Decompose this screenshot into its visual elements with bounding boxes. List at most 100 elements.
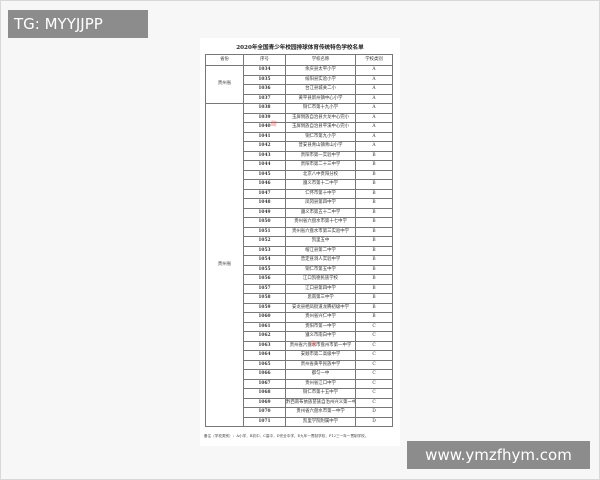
seq-cell: 1062	[243, 331, 286, 342]
seq-cell: 1055	[243, 264, 286, 275]
header-category: 学校类别	[355, 54, 393, 66]
footnote: 备注（学校类别）：A小学，B初中，C高中，D完全中学，E九年一贯制学校，F12三…	[204, 434, 369, 438]
category-cell: D	[355, 407, 393, 418]
category-cell: B	[355, 226, 393, 237]
category-cell: A	[355, 141, 393, 152]
seq-cell: 1037	[243, 93, 286, 104]
seq-cell: 1059	[243, 302, 286, 313]
seq-cell: 1035	[243, 74, 286, 85]
category-cell: B	[355, 293, 393, 304]
category-cell: C	[355, 350, 393, 361]
seq-cell: 1049	[243, 207, 286, 218]
name-cell: 黔西南布依族苗族自治州兴义第一中学	[285, 397, 356, 408]
name-cell: 贵阳市第二十三中学	[285, 160, 356, 171]
seq-cell: 1036	[243, 84, 286, 95]
seq-cell: 1041	[243, 131, 286, 142]
seq-cell: 1052	[243, 236, 286, 247]
name-cell: 凤冈县第四中学	[285, 198, 356, 209]
table-row: 1066 都匀一中 C	[206, 369, 393, 380]
name-cell: 遵义市第十二中学	[285, 179, 356, 190]
name-cell: 贵阳市第一中学	[285, 321, 356, 332]
category-cell: A	[355, 131, 393, 142]
seq-cell: 1057	[243, 283, 286, 294]
seq-cell: 1038	[243, 103, 286, 114]
category-cell: C	[355, 397, 393, 408]
name-cell: 贵州省六盘水市第一中学	[285, 407, 356, 418]
name-cell: 安顺市第二高级中学	[285, 350, 356, 361]
seq-cell: 1063	[243, 340, 286, 351]
seq-cell: 1043	[243, 150, 286, 161]
category-cell: C	[355, 359, 393, 370]
school-table: 省份 序号 学校名称 学校类别 贵州省 1034 余庆县太平小学 A 1035 绥阳县实验…	[205, 54, 393, 427]
category-cell: C	[355, 388, 393, 399]
seq-cell: 1034	[243, 65, 286, 76]
seq-cell: 1064	[243, 350, 286, 361]
category-cell: C	[355, 321, 393, 332]
name-cell: 贵州省六盘水市第十七中学	[285, 217, 356, 228]
name-cell: 余庆县太平小学	[285, 65, 356, 76]
name-cell: 玉屏侗族自治县平溪中心完小	[285, 122, 356, 133]
name-cell: 遵义市第五十二中学	[285, 207, 356, 218]
seq-cell: 1053	[243, 245, 286, 256]
overlay-site: www.ymzfhym.com	[407, 441, 590, 469]
category-cell: B	[355, 188, 393, 199]
name-cell: 铜仁市第九小学	[285, 131, 356, 142]
category-cell: A	[355, 103, 393, 114]
seq-cell: 1056	[243, 274, 286, 285]
name-cell: 榕江县第二中学	[285, 245, 356, 256]
category-cell: B	[355, 264, 393, 275]
seq-cell: 1071	[243, 416, 286, 427]
seq-cell: 1065	[243, 359, 286, 370]
name-cell: 贵阳市第一实验中学	[285, 150, 356, 161]
category-cell: B	[355, 198, 393, 209]
category-cell: B	[355, 207, 393, 218]
category-cell: B	[355, 160, 393, 171]
seq-cell: 1045	[243, 169, 286, 180]
name-cell: 凯里学院附属中学	[285, 416, 356, 427]
name-cell: 安龙县栖凤街道龙腾初级中学	[285, 302, 356, 313]
category-cell: B	[355, 169, 393, 180]
document-title: 2020年全国青少年校园排球体育传统特色学校名单	[236, 45, 364, 51]
category-cell: B	[355, 274, 393, 285]
category-cell: C	[355, 369, 393, 380]
category-cell: A	[355, 112, 393, 123]
name-cell: 台江县城关二小	[285, 84, 356, 95]
table-header: 省份 序号 学校名称 学校类别	[205, 54, 393, 66]
name-cell: 铜仁市第十五中学	[285, 388, 356, 399]
name-cell: 贵州省六盘水市第三实验中学	[285, 226, 356, 237]
category-cell: B	[355, 236, 393, 247]
seq-cell: 1039	[243, 112, 286, 123]
name-cell: 北京八中贵阳分校	[285, 169, 356, 180]
seq-cell: 1061	[243, 321, 286, 332]
category-cell: A	[355, 65, 393, 76]
category-cell: C	[355, 378, 393, 389]
category-cell: A	[355, 122, 393, 133]
seq-cell: 1054	[243, 255, 286, 266]
seq-cell: 1047	[243, 188, 286, 199]
seq-cell: 1046	[243, 179, 286, 190]
seq-cell: 1050	[243, 217, 286, 228]
seq-cell: 1051	[243, 226, 286, 237]
category-cell: B	[355, 179, 393, 190]
seq-cell: 1068	[243, 388, 286, 399]
table-row: 贵州省 1034 余庆县太平小学 A	[205, 65, 393, 104]
name-cell: 铜仁市第十九小学	[285, 103, 356, 114]
category-cell: B	[355, 312, 393, 323]
table-row: 贵州省 1038 铜仁市第十九小学 A	[205, 103, 393, 427]
seq-cell: 1042	[243, 141, 286, 152]
province-cell: 贵州省	[205, 103, 244, 427]
category-cell: B	[355, 150, 393, 161]
name-cell: 仁怀市第十中学	[285, 188, 356, 199]
name-cell: 贵州省兴仁中学	[285, 312, 356, 323]
name-cell: 思南第三中学	[285, 293, 356, 304]
name-cell: 玉屏侗族自治县大龙中心完小	[285, 112, 356, 123]
name-cell: 贵州省黄平民族中学	[285, 359, 356, 370]
seq-cell: 1060	[243, 312, 286, 323]
header-seq: 序号	[243, 54, 286, 66]
category-cell: B	[355, 217, 393, 228]
name-cell: 遵义市南白中学	[285, 331, 356, 342]
category-cell: B	[355, 283, 393, 294]
category-cell: D	[355, 416, 393, 427]
seq-cell: 1048	[243, 198, 286, 209]
name-cell: 绥阳县实验小学	[285, 74, 356, 85]
